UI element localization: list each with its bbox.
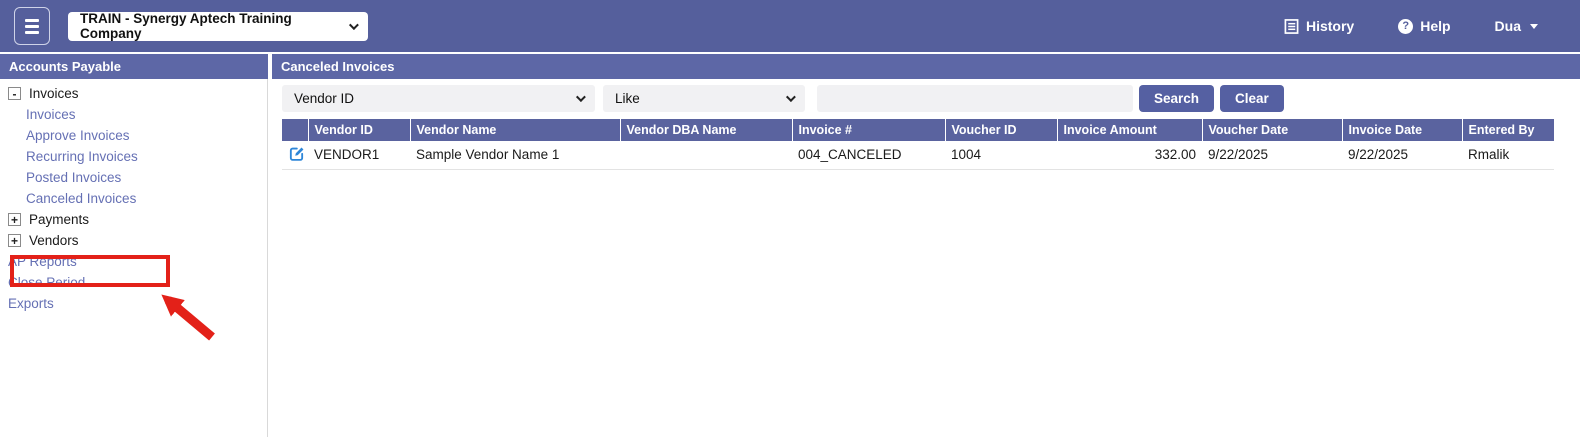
sidebar-item-approve-invoices[interactable]: Approve Invoices — [26, 128, 130, 143]
column-header-actions — [282, 119, 309, 141]
search-field-value: Vendor ID — [294, 91, 355, 106]
cell-vendor-id: VENDOR1 — [308, 141, 410, 170]
company-selector[interactable]: TRAIN - Synergy Aptech Training Company — [68, 11, 368, 41]
help-label: Help — [1420, 18, 1451, 34]
cell-invoice-amount: 332.00 — [1057, 141, 1202, 170]
column-header: Invoice Date — [1342, 119, 1463, 141]
expand-icon[interactable]: + — [8, 213, 21, 226]
table-row: VENDOR1 Sample Vendor Name 1 004_CANCELE… — [282, 141, 1554, 170]
column-header: Voucher ID — [945, 119, 1058, 141]
sidebar-header: Accounts Payable — [0, 54, 268, 79]
column-header: Entered By — [1462, 119, 1554, 141]
column-header: Voucher Date — [1202, 119, 1343, 141]
help-button[interactable]: ? Help — [1398, 18, 1451, 34]
collapse-icon[interactable]: - — [8, 87, 21, 100]
hamburger-menu-icon[interactable] — [14, 7, 50, 45]
divider — [268, 54, 272, 79]
sidebar-item-recurring-invoices[interactable]: Recurring Invoices — [26, 149, 138, 164]
edit-row-icon[interactable] — [288, 145, 305, 165]
chevron-down-icon — [575, 92, 586, 103]
column-header: Invoice Amount — [1057, 119, 1203, 141]
sidebar-item-canceled-invoices[interactable]: Canceled Invoices — [26, 191, 137, 206]
sidebar-group-vendors[interactable]: Vendors — [29, 233, 79, 248]
divider — [0, 52, 1580, 54]
caret-down-icon — [1530, 23, 1538, 29]
search-operator-value: Like — [615, 91, 640, 106]
chevron-down-icon — [785, 92, 796, 103]
main-panel: Vendor ID Like Search Clear Vendor ID — [268, 79, 1580, 437]
sidebar-item-ap-reports[interactable]: AP Reports — [8, 254, 77, 269]
cell-vendor-name: Sample Vendor Name 1 — [410, 141, 620, 170]
column-header: Invoice # — [792, 119, 946, 141]
sidebar-item-close-period[interactable]: Close Period — [8, 275, 86, 290]
sidebar-group-invoices[interactable]: Invoices — [29, 86, 79, 101]
expand-icon[interactable]: + — [8, 234, 21, 247]
sidebar-item-exports[interactable]: Exports — [8, 296, 54, 311]
canceled-invoices-table: Vendor ID Vendor Name Vendor DBA Name In… — [282, 119, 1554, 170]
sidebar-item-invoices[interactable]: Invoices — [26, 107, 76, 122]
table-header-row: Vendor ID Vendor Name Vendor DBA Name In… — [282, 119, 1554, 141]
top-bar: TRAIN - Synergy Aptech Training Company … — [0, 0, 1580, 52]
sidebar: - Invoices Invoices Approve Invoices Rec… — [0, 79, 268, 437]
cell-invoice-number: 004_CANCELED — [792, 141, 945, 170]
chevron-down-icon — [348, 19, 359, 30]
cell-entered-by: Rmalik — [1462, 141, 1554, 170]
search-operator-select[interactable]: Like — [603, 85, 805, 112]
column-header: Vendor DBA Name — [620, 119, 793, 141]
column-header: Vendor ID — [308, 119, 411, 141]
search-button[interactable]: Search — [1139, 85, 1215, 112]
user-menu[interactable]: Dua — [1495, 18, 1538, 34]
history-button[interactable]: History — [1284, 18, 1354, 34]
cell-voucher-date: 9/22/2025 — [1202, 141, 1342, 170]
cell-voucher-id: 1004 — [945, 141, 1057, 170]
cell-invoice-date: 9/22/2025 — [1342, 141, 1462, 170]
search-field-select[interactable]: Vendor ID — [282, 85, 595, 112]
search-input[interactable] — [817, 85, 1133, 112]
sidebar-item-posted-invoices[interactable]: Posted Invoices — [26, 170, 122, 185]
cell-vendor-dba-name — [620, 141, 792, 170]
clear-button[interactable]: Clear — [1220, 85, 1284, 112]
company-selector-value: TRAIN - Synergy Aptech Training Company — [80, 11, 292, 41]
history-label: History — [1305, 18, 1355, 34]
column-header: Vendor Name — [410, 119, 621, 141]
user-name: Dua — [1494, 18, 1521, 34]
history-icon — [1284, 18, 1299, 34]
sidebar-group-payments[interactable]: Payments — [29, 212, 90, 227]
help-icon: ? — [1398, 18, 1414, 34]
page-title: Canceled Invoices — [272, 54, 1580, 79]
